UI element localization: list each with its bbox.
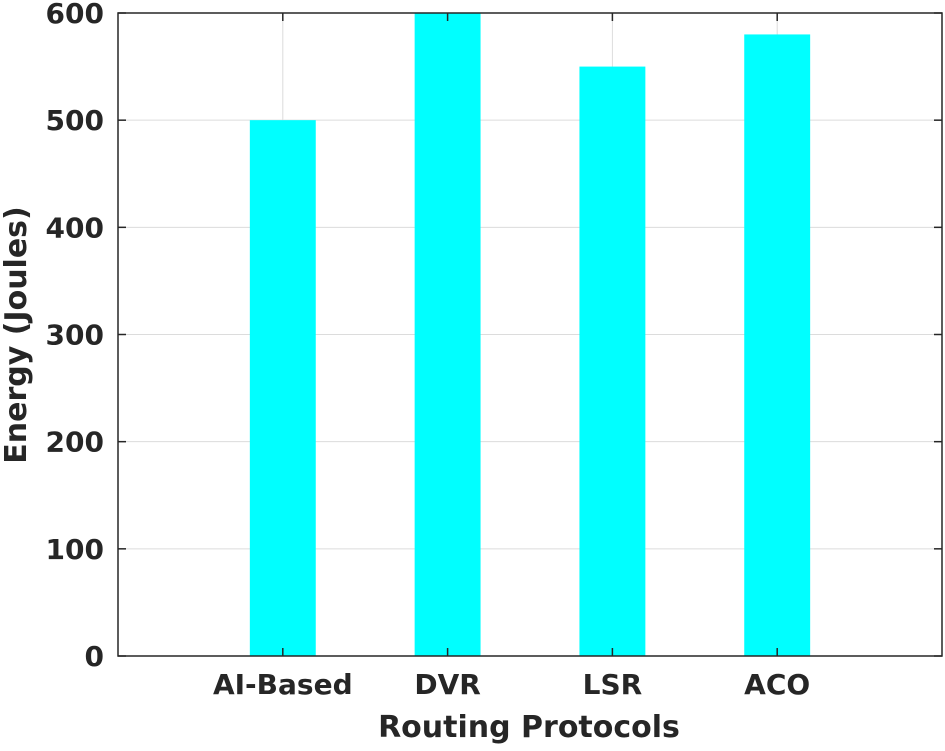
- x-tick-label: AI-Based: [213, 668, 353, 701]
- y-axis-label: Energy (Joules): [0, 206, 34, 464]
- y-tick-label: 500: [46, 104, 104, 137]
- x-axis-label: Routing Protocols: [378, 710, 680, 745]
- y-tick-label: 200: [46, 426, 104, 459]
- grid-layer: [118, 13, 942, 656]
- y-tick-label: 600: [46, 0, 104, 30]
- bar-ai-based: [249, 120, 316, 656]
- y-tick-label: 400: [46, 211, 104, 244]
- bar-layer: [249, 13, 811, 657]
- y-tick-label: 100: [46, 533, 104, 566]
- axis-layer: [117, 12, 943, 657]
- bar-dvr: [414, 13, 481, 656]
- x-tick-label: ACO: [744, 668, 810, 701]
- x-tick-label: LSR: [583, 668, 643, 701]
- label-layer: Routing Protocols Energy (Joules) 0 100 20…: [0, 0, 810, 745]
- bar-aco: [744, 34, 811, 656]
- y-tick-label: 0: [85, 640, 104, 673]
- x-tick-label: DVR: [414, 668, 480, 701]
- bar-lsr: [579, 66, 646, 657]
- y-tick-label: 300: [46, 319, 104, 352]
